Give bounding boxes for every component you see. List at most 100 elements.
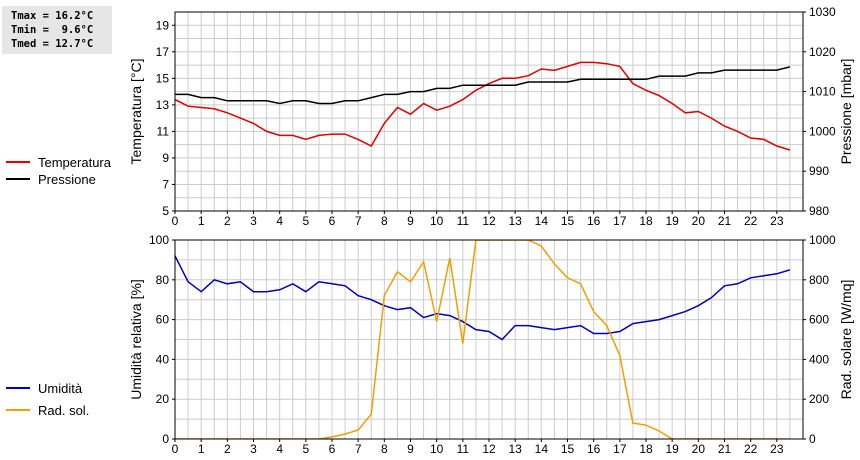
x-tick-label: 1 <box>198 214 205 228</box>
y-axis-title: Umidità relativa [%] <box>128 279 144 400</box>
x-tick-label: 20 <box>692 442 706 456</box>
x-tick-label: 16 <box>587 442 601 456</box>
y-tick-label: 0 <box>162 432 169 446</box>
x-tick-label: 23 <box>770 214 784 228</box>
legend-temperatura-label: Temperatura <box>38 154 111 170</box>
y-tick-label: 13 <box>156 98 170 112</box>
y-tick-label: 100 <box>149 233 169 247</box>
x-tick-label: 3 <box>250 214 257 228</box>
tmin-stat: Tmin = 9.6°C <box>11 24 94 36</box>
x-tick-label: 16 <box>587 214 601 228</box>
x-tick-label: 15 <box>561 442 575 456</box>
x-tick-label: 14 <box>535 442 549 456</box>
legend-radsol-label: Rad. sol. <box>38 402 90 418</box>
x-tick-label: 14 <box>535 214 549 228</box>
y-tick-label: 19 <box>156 18 170 32</box>
x-tick-label: 12 <box>482 214 496 228</box>
x-tick-label: 8 <box>381 214 388 228</box>
x-tick-label: 10 <box>430 442 444 456</box>
legend-radsol: Rad. sol. <box>6 402 89 418</box>
x-tick-label: 20 <box>692 214 706 228</box>
x-tick-label: 11 <box>457 442 470 456</box>
stats-box: Tmax = 16.2°C Tmin = 9.6°C Tmed = 12.7°C <box>2 6 112 54</box>
series-line-pressione <box>175 66 791 105</box>
legend-pressione-label: Pressione <box>38 171 96 187</box>
legend-radsol-swatch <box>6 409 30 411</box>
x-tick-label: 23 <box>770 442 784 456</box>
x-tick-label: 5 <box>302 442 309 456</box>
y2-tick-label: 1010 <box>809 85 836 99</box>
legend-temperatura: Temperatura <box>6 154 111 170</box>
legend-temperatura-swatch <box>6 161 30 163</box>
y-tick-label: 17 <box>156 45 170 59</box>
legend-umidita-label: Umidità <box>38 380 83 396</box>
x-tick-label: 6 <box>329 214 336 228</box>
series-line-temperatura <box>175 61 791 151</box>
x-tick-label: 12 <box>482 442 496 456</box>
x-tick-label: 2 <box>224 214 231 228</box>
x-tick-label: 9 <box>407 442 414 456</box>
y2-tick-label: 1000 <box>809 124 836 138</box>
y-tick-label: 5 <box>162 204 169 218</box>
chart-panel-1 <box>172 239 806 442</box>
legend-umidita-swatch <box>6 387 30 389</box>
x-tick-label: 10 <box>430 214 444 228</box>
x-tick-label: 19 <box>665 214 679 228</box>
x-tick-label: 1 <box>198 442 205 456</box>
x-tick-label: 17 <box>613 442 627 456</box>
y2-axis-title: Pressione [mbar] <box>838 59 854 165</box>
x-tick-label: 18 <box>639 442 653 456</box>
y-tick-label: 9 <box>162 151 169 165</box>
y2-tick-label: 400 <box>809 352 829 366</box>
y2-tick-label: 990 <box>809 164 829 178</box>
x-tick-label: 0 <box>172 442 179 456</box>
legend-umidita: Umidità <box>6 380 82 396</box>
y-tick-label: 80 <box>156 273 170 287</box>
y-tick-label: 7 <box>162 177 169 191</box>
y-tick-label: 15 <box>156 71 170 85</box>
y2-tick-label: 0 <box>809 432 816 446</box>
x-tick-label: 22 <box>744 214 758 228</box>
x-tick-label: 0 <box>172 214 179 228</box>
y-axis-title: Temperatura [°C] <box>128 59 144 165</box>
x-tick-label: 9 <box>407 214 414 228</box>
y2-tick-label: 1030 <box>809 5 836 19</box>
x-tick-label: 4 <box>276 214 283 228</box>
legend-pressione: Pressione <box>6 171 96 187</box>
x-tick-label: 17 <box>613 214 627 228</box>
chart-panel-0 <box>172 11 806 214</box>
x-tick-label: 13 <box>508 214 522 228</box>
x-tick-label: 8 <box>381 442 388 456</box>
y2-tick-label: 1000 <box>809 233 836 247</box>
legend-pressione-swatch <box>6 178 30 180</box>
x-tick-label: 7 <box>355 442 362 456</box>
x-tick-label: 4 <box>276 442 283 456</box>
x-tick-label: 7 <box>355 214 362 228</box>
x-tick-label: 5 <box>302 214 309 228</box>
y-tick-label: 11 <box>157 124 170 138</box>
x-tick-label: 19 <box>665 442 679 456</box>
y2-tick-label: 800 <box>809 273 829 287</box>
x-tick-label: 15 <box>561 214 575 228</box>
y2-tick-label: 1020 <box>809 45 836 59</box>
series-line-umidit- <box>175 255 791 341</box>
x-tick-label: 11 <box>457 214 470 228</box>
y-tick-label: 20 <box>156 392 170 406</box>
x-tick-label: 2 <box>224 442 231 456</box>
y2-tick-label: 980 <box>809 204 829 218</box>
x-tick-label: 22 <box>744 442 758 456</box>
y-tick-label: 60 <box>156 313 170 327</box>
x-tick-label: 13 <box>508 442 522 456</box>
tmax-stat: Tmax = 16.2°C <box>11 10 94 22</box>
x-tick-label: 3 <box>250 442 257 456</box>
x-tick-label: 18 <box>639 214 653 228</box>
y2-axis-title: Rad. solare [W/mq] <box>838 280 854 400</box>
x-tick-label: 21 <box>718 214 732 228</box>
y-tick-label: 40 <box>156 352 170 366</box>
y2-tick-label: 200 <box>809 392 829 406</box>
x-tick-label: 21 <box>718 442 732 456</box>
y2-tick-label: 600 <box>809 313 829 327</box>
tmed-stat: Tmed = 12.7°C <box>11 38 94 50</box>
